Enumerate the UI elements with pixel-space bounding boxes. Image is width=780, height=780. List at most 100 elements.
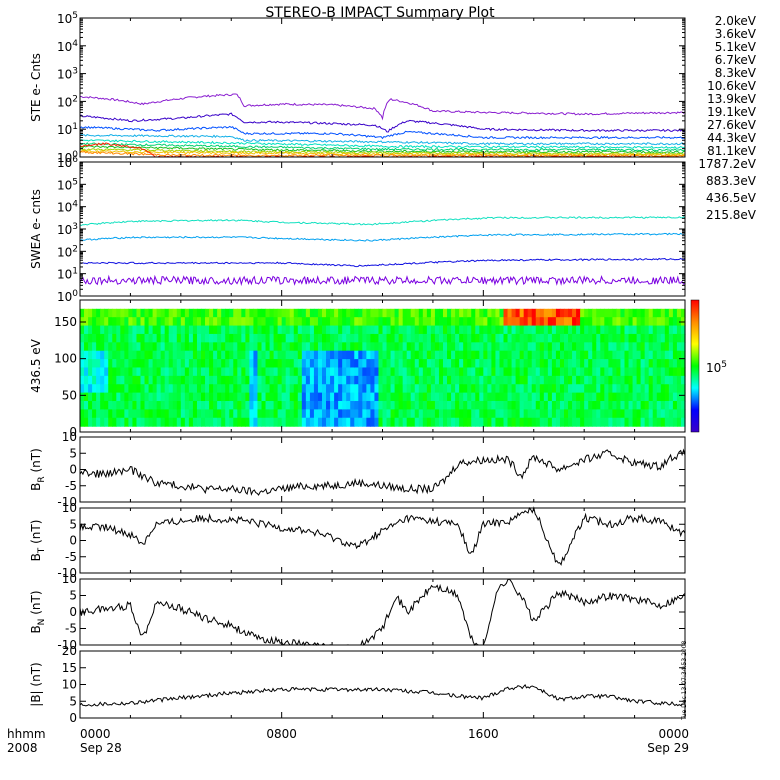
heatmap-cell xyxy=(390,417,396,427)
heatmap-cell xyxy=(491,342,497,352)
heatmap-cell xyxy=(160,333,166,343)
heatmap-cell xyxy=(588,367,593,377)
heatmap-cell xyxy=(382,417,388,427)
heatmap-cell xyxy=(398,308,404,318)
heatmap-cell xyxy=(301,308,307,318)
heatmap-cell xyxy=(261,350,267,360)
heatmap-cell xyxy=(676,384,682,394)
heatmap-cell xyxy=(354,317,359,327)
heatmap-cell xyxy=(245,367,250,377)
heatmap-cell xyxy=(152,375,158,385)
heatmap-cell xyxy=(132,375,138,385)
heatmap-cell xyxy=(350,350,355,360)
heatmap-cell xyxy=(140,350,146,360)
y-tick-exponent: 3 xyxy=(72,67,78,77)
heatmap-cell xyxy=(293,325,299,335)
heatmap-cell xyxy=(209,392,214,402)
heatmap-cell xyxy=(628,350,634,360)
heatmap-cell xyxy=(257,317,263,327)
heatmap-cell xyxy=(342,367,347,377)
heatmap-cell xyxy=(322,409,327,419)
heatmap-cell xyxy=(451,350,456,360)
heatmap-cell xyxy=(285,384,291,394)
heatmap-cell xyxy=(519,325,525,335)
heatmap-cell xyxy=(116,384,121,394)
heatmap-cell xyxy=(257,350,263,360)
heatmap-cell xyxy=(564,409,569,419)
heatmap-cell xyxy=(568,384,573,394)
heatmap-cell xyxy=(672,367,678,377)
heatmap-cell xyxy=(398,392,404,402)
heatmap-cell xyxy=(293,417,299,427)
heatmap-cell xyxy=(568,333,573,343)
heatmap-cell xyxy=(608,409,613,419)
heatmap-cell xyxy=(616,409,622,419)
heatmap-cell xyxy=(281,384,287,394)
heatmap-cell xyxy=(398,375,404,385)
heatmap-cell xyxy=(652,392,658,402)
heatmap-cell xyxy=(104,308,109,318)
heatmap-cell xyxy=(257,375,263,385)
heatmap-cell xyxy=(116,375,121,385)
heatmap-cell xyxy=(100,417,105,427)
heatmap-cell xyxy=(362,392,367,402)
legend-entry: 13.9keV xyxy=(707,92,757,106)
heatmap-cell xyxy=(664,359,670,369)
heatmap-cell xyxy=(507,333,513,343)
heatmap-cell xyxy=(281,333,287,343)
heatmap-cell xyxy=(370,308,376,318)
heatmap-cell xyxy=(515,317,521,327)
heatmap-cell xyxy=(600,392,605,402)
heatmap-cell xyxy=(201,392,206,402)
heatmap-cell xyxy=(600,342,605,352)
heatmap-cell xyxy=(213,400,218,410)
y-tick-label: 105 xyxy=(57,177,78,192)
heatmap-cell xyxy=(455,392,460,402)
heatmap-cell xyxy=(547,375,553,385)
heatmap-cell xyxy=(293,392,299,402)
heatmap-cell xyxy=(305,409,311,419)
heatmap-cell xyxy=(636,409,642,419)
heatmap-cell xyxy=(136,392,142,402)
heatmap-cell xyxy=(624,359,630,369)
heatmap-cell xyxy=(108,333,113,343)
heatmap-cell xyxy=(342,342,347,352)
heatmap-cell xyxy=(261,417,267,427)
heatmap-cell xyxy=(648,400,654,410)
heatmap-cell xyxy=(636,375,642,385)
heatmap-cell xyxy=(555,375,561,385)
heatmap-cell xyxy=(503,400,509,410)
heatmap-cell xyxy=(354,350,359,360)
heatmap-cell xyxy=(584,308,589,318)
heatmap-cell xyxy=(88,317,93,327)
heatmap-cell xyxy=(273,342,279,352)
heatmap-cell xyxy=(495,350,501,360)
heatmap-cell xyxy=(334,342,339,352)
heatmap-cell xyxy=(116,367,121,377)
heatmap-cell xyxy=(608,384,613,394)
heatmap-cell xyxy=(188,392,194,402)
y-tick-label: 10 xyxy=(62,501,77,515)
heatmap-cell xyxy=(237,375,242,385)
heatmap-cell xyxy=(289,367,295,377)
heatmap-cell xyxy=(317,392,323,402)
legend-entry: 6.7keV xyxy=(715,53,757,67)
heatmap-cell xyxy=(624,392,630,402)
series-line-bmag xyxy=(79,684,686,707)
heatmap-cell xyxy=(84,392,89,402)
heatmap-cell xyxy=(455,342,460,352)
heatmap-cell xyxy=(422,333,428,343)
heatmap-cell xyxy=(475,417,480,427)
heatmap-cell xyxy=(245,400,250,410)
heatmap-cell xyxy=(201,317,206,327)
heatmap-cell xyxy=(168,325,174,335)
heatmap-cell xyxy=(672,375,678,385)
heatmap-cell xyxy=(523,317,529,327)
heatmap-cell xyxy=(443,417,448,427)
heatmap-cell xyxy=(241,400,246,410)
pad-heatmap xyxy=(80,308,686,427)
heatmap-cell xyxy=(346,392,351,402)
heatmap-cell xyxy=(418,417,424,427)
heatmap-cell xyxy=(531,392,537,402)
